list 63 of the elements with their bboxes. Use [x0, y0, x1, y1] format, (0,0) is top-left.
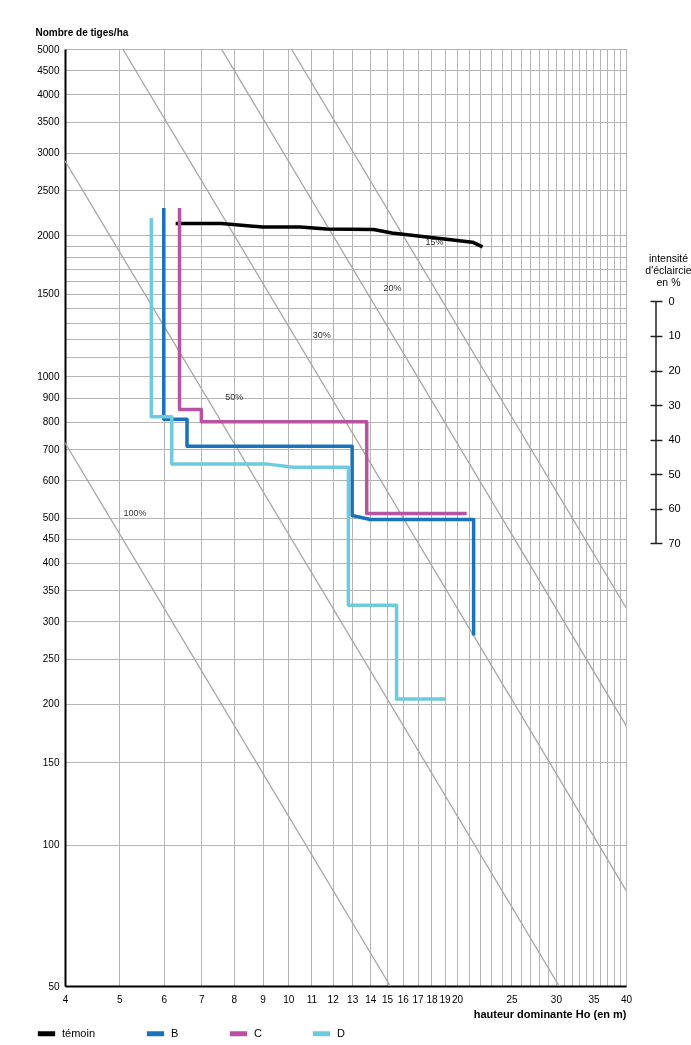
x-tick-label: 16 [397, 993, 410, 1005]
x-tick-label: 4 [62, 993, 69, 1005]
y-tick-label: 700 [42, 443, 60, 455]
x-tick-label: 13 [347, 993, 359, 1005]
y-tick-label: 500 [42, 512, 60, 523]
y-tick-label: 3000 [37, 147, 60, 159]
legend-label: témoin [62, 1026, 96, 1039]
y-tick-label: 200 [42, 698, 60, 710]
legend-label: B [171, 1026, 179, 1039]
x-tick-label: 25 [506, 993, 518, 1005]
legend-label: C [254, 1026, 262, 1039]
annotation: 100% [123, 508, 147, 519]
x-tick-label: 19 [439, 993, 452, 1005]
y-tick-label: 100 [42, 839, 60, 851]
y-tick-label: 3500 [37, 116, 60, 128]
y-tick-label: 50 [48, 980, 60, 992]
x-tick-label: 35 [588, 993, 600, 1005]
y-tick-label: 350 [42, 584, 60, 596]
annotation: 20% [383, 283, 402, 294]
y2-tick-label: 0 [668, 294, 675, 307]
y-tick-label: 150 [42, 756, 60, 768]
x-tick-label: 20 [452, 993, 464, 1005]
x-tick-label: 15 [381, 993, 394, 1005]
x-tick-label: 9 [260, 993, 267, 1005]
x-tick-label: 17 [412, 993, 425, 1005]
y-tick-label: 1000 [37, 370, 60, 382]
y-tick-label: 4500 [37, 64, 60, 76]
y2-tick-label: 30 [668, 398, 681, 411]
y-tick-label: 4000 [37, 88, 60, 100]
y2-tick-label: 10 [668, 329, 681, 342]
x-tick-label: 40 [620, 993, 633, 1005]
y-tick-label: 2000 [37, 229, 60, 241]
x-axis-title: hauteur dominante Ho (en m) [473, 1007, 627, 1020]
y-tick-label: 2500 [37, 184, 60, 196]
y-tick-label: 800 [42, 416, 60, 428]
y-tick-label: 400 [42, 557, 60, 569]
x-tick-label: 12 [327, 993, 340, 1005]
y2-axis-title: intensité d'éclaircie en % [645, 251, 691, 288]
x-tick-label: 14 [365, 993, 377, 1005]
y-tick-label: 450 [42, 533, 60, 545]
legend-label: D [337, 1026, 345, 1039]
y2-tick-label: 70 [668, 536, 681, 549]
y2-tick-label: 20 [668, 364, 681, 377]
y-tick-label: 5000 [37, 43, 60, 55]
annotation: 30% [312, 330, 331, 341]
x-tick-label: 30 [550, 993, 563, 1005]
y2-tick-label: 60 [668, 502, 681, 515]
y-tick-label: 1500 [37, 288, 60, 300]
y-tick-label: 250 [42, 653, 60, 665]
y-tick-label: 300 [42, 615, 60, 627]
x-tick-label: 8 [231, 993, 238, 1005]
y2-tick-label: 40 [668, 433, 681, 446]
y-axis-title: Nombre de tiges/ha [35, 26, 129, 38]
x-tick-label: 7 [199, 993, 206, 1005]
x-tick-label: 10 [283, 993, 295, 1005]
y-tick-label: 600 [42, 474, 60, 486]
x-tick-label: 5 [117, 993, 124, 1005]
x-tick-label: 6 [161, 993, 168, 1005]
y2-tick-label: 50 [668, 467, 681, 480]
x-tick-label: 18 [426, 993, 438, 1005]
y-tick-label: 900 [42, 392, 60, 404]
x-tick-label: 11 [306, 993, 318, 1005]
annotation: 50% [225, 391, 244, 402]
